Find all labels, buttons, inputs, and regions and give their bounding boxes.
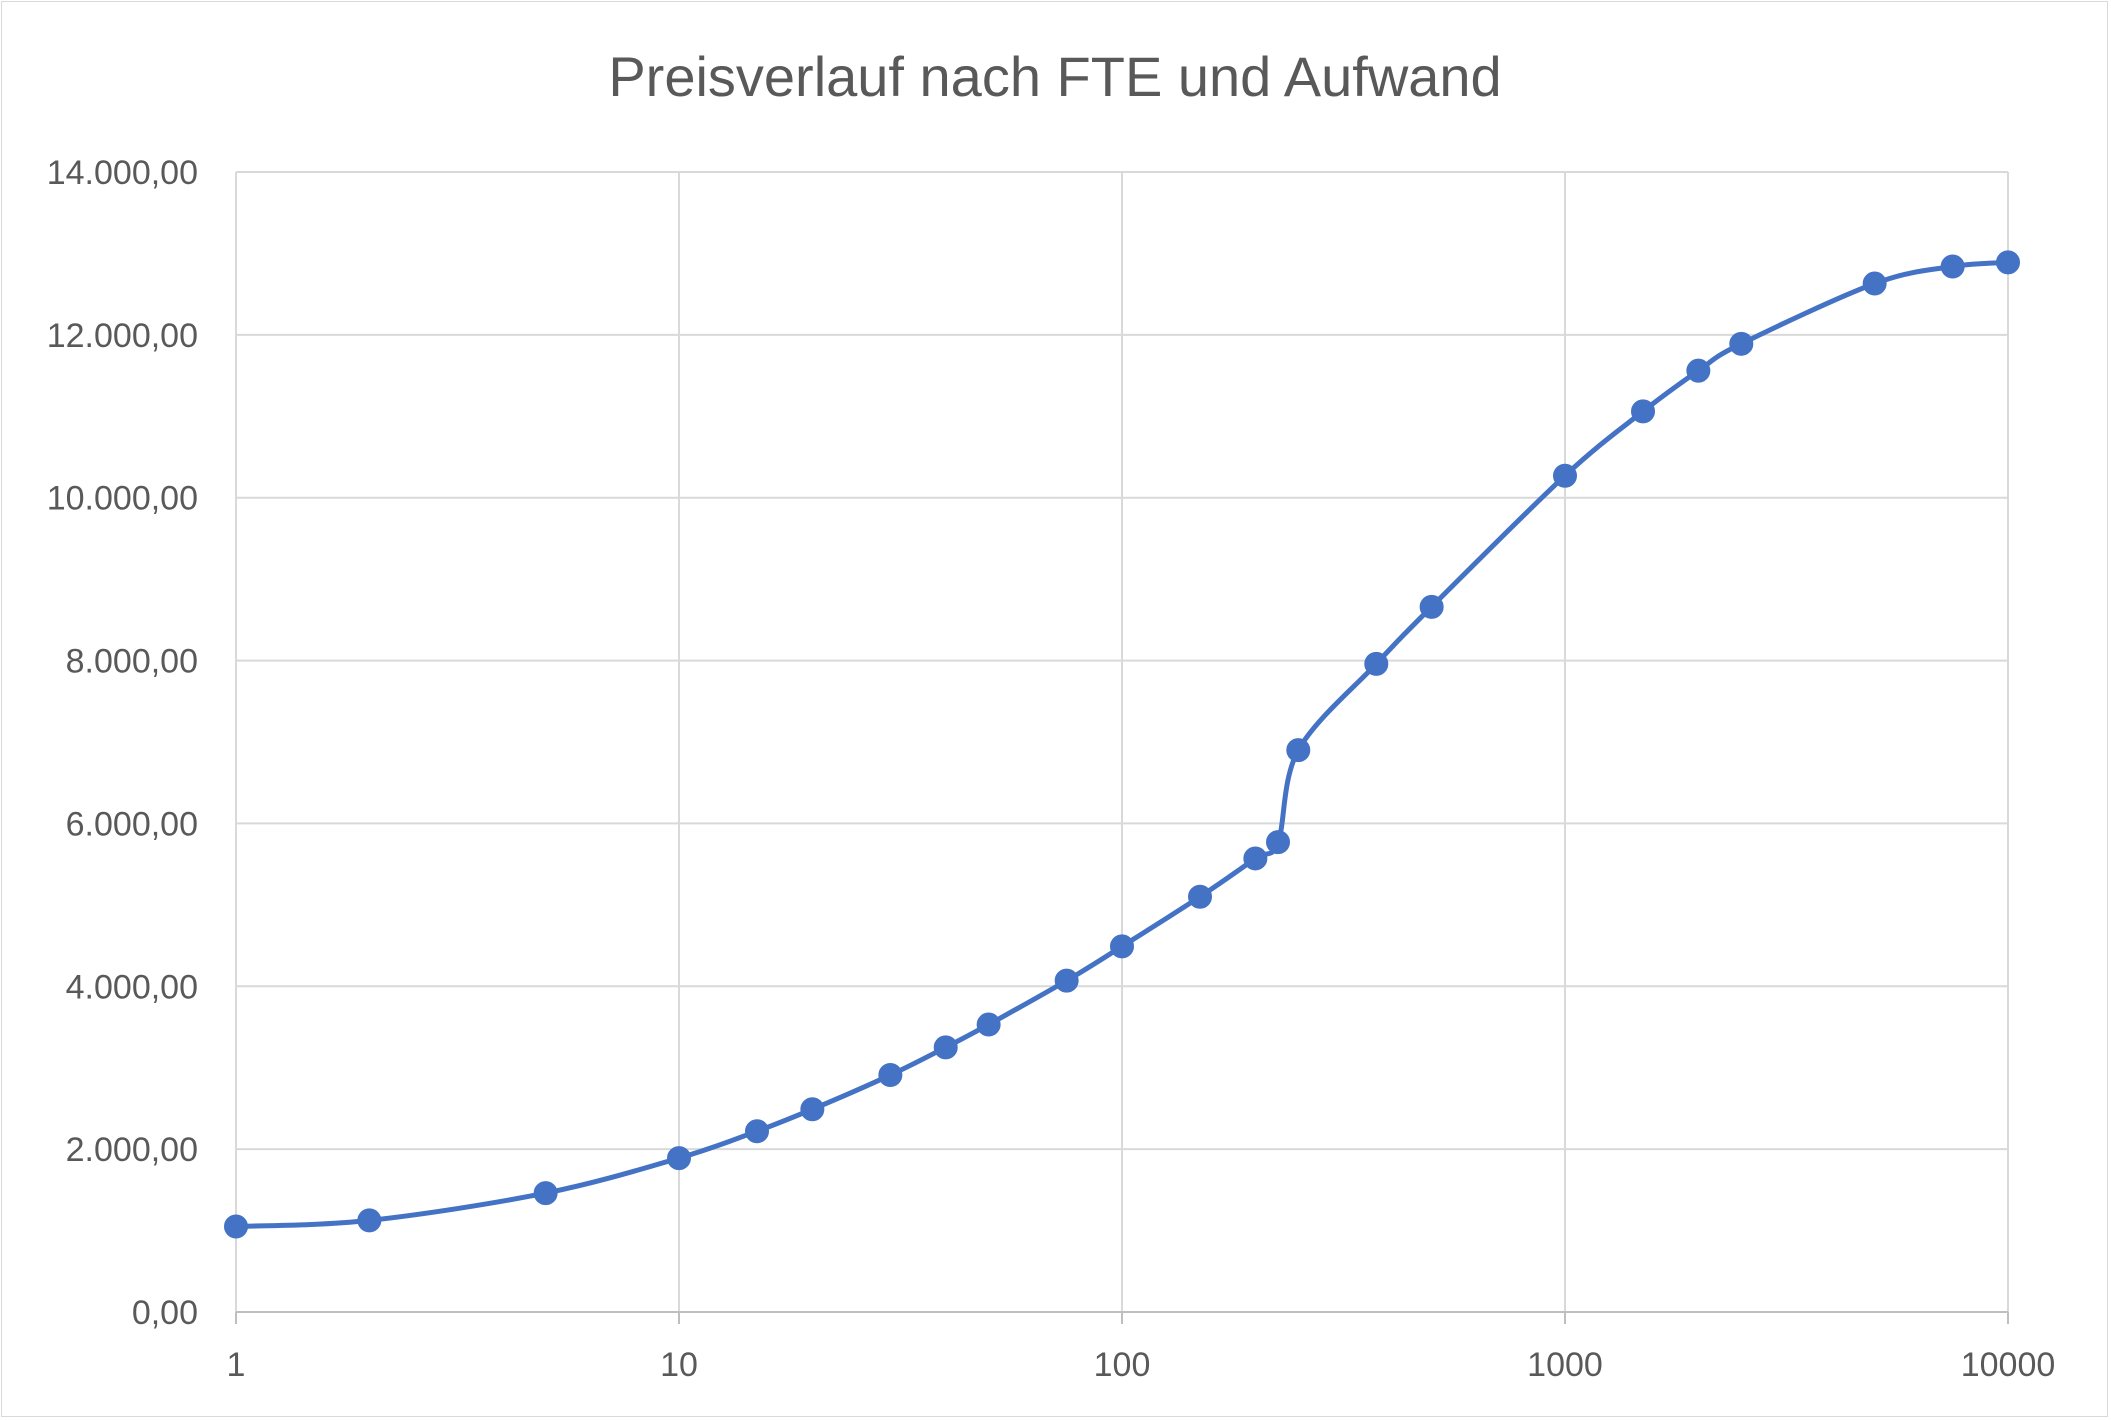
data-point <box>1686 358 1711 383</box>
y-axis-tick-labels: 0,00 2.000,00 4.000,00 6.000,00 8.000,00 10.0… <box>47 154 198 1332</box>
gridlines <box>235 171 2009 1312</box>
y-tick-label: 0,00 <box>132 1294 198 1332</box>
data-point <box>1553 463 1577 488</box>
data-point <box>224 1214 248 1239</box>
data-point <box>1364 651 1389 676</box>
data-point <box>1110 934 1134 959</box>
y-tick-label: 2.000,00 <box>66 1131 198 1169</box>
y-tick-label: 6.000,00 <box>66 805 198 843</box>
data-point <box>1286 738 1311 763</box>
x-axis-tick-labels: 1 10 100 1000 10000 <box>227 1346 2056 1384</box>
data-point <box>1729 331 1754 356</box>
data-point <box>1631 399 1656 424</box>
data-point <box>1054 968 1079 993</box>
x-tick-label: 10 <box>660 1346 698 1384</box>
x-tick-label: 1000 <box>1527 1346 1603 1384</box>
x-tick-label: 10000 <box>1961 1346 2056 1384</box>
x-tick-label: 1 <box>227 1346 246 1384</box>
data-point <box>1419 594 1444 619</box>
y-tick-label: 4.000,00 <box>66 968 198 1006</box>
data-point <box>878 1063 903 1088</box>
y-tick-label: 8.000,00 <box>66 643 198 681</box>
axes <box>235 1311 2009 1324</box>
data-point <box>800 1097 825 1122</box>
series <box>224 250 2020 1239</box>
data-point <box>533 1181 558 1206</box>
data-point <box>976 1012 1001 1037</box>
y-tick-label: 12.000,00 <box>47 317 198 355</box>
data-point <box>745 1119 770 1144</box>
data-point <box>1940 254 1965 279</box>
data-point <box>1188 884 1213 909</box>
data-point <box>1996 250 2020 275</box>
data-point <box>1266 830 1291 855</box>
y-tick-label: 14.000,00 <box>47 154 198 192</box>
data-point <box>1243 846 1268 871</box>
data-point <box>667 1146 691 1171</box>
y-tick-label: 10.000,00 <box>47 480 198 518</box>
data-point <box>357 1208 382 1233</box>
data-point <box>933 1035 958 1060</box>
data-point <box>1862 271 1887 296</box>
chart-title: Preisverlauf nach FTE und Aufwand <box>608 45 1501 108</box>
x-tick-label: 100 <box>1094 1346 1151 1384</box>
